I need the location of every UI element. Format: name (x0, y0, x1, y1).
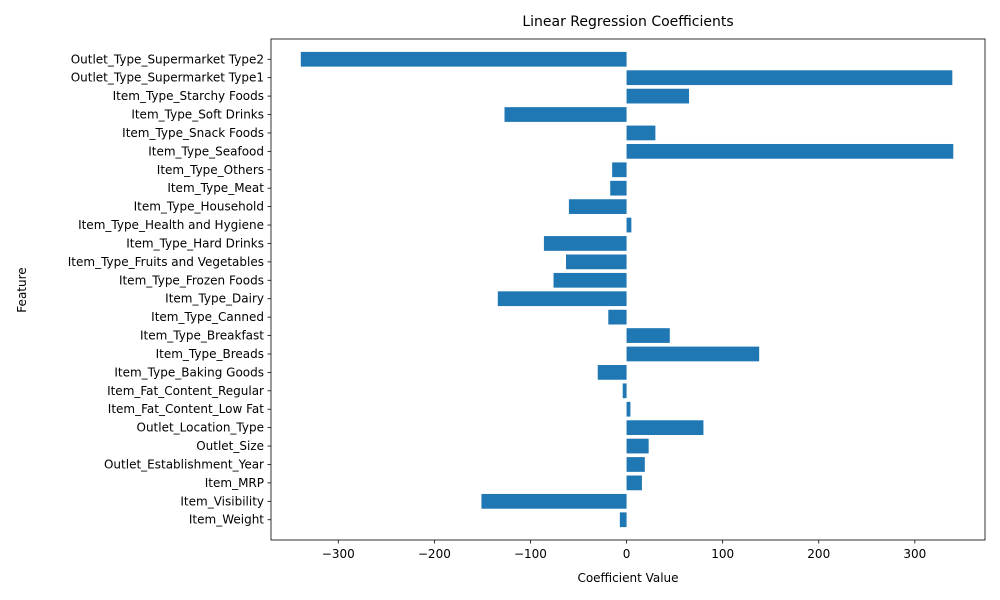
y-tick-label: Item_Type_Breakfast (140, 329, 264, 343)
y-tick-label: Item_Type_Soft Drinks (131, 108, 264, 122)
y-tick-label: Item_Type_Hard Drinks (126, 236, 264, 250)
y-tick-label: Item_Type_Canned (151, 310, 264, 324)
y-tick-label: Item_Type_Others (157, 163, 264, 177)
bar-item-weight (619, 512, 627, 528)
bar-item-type-soft-drinks (504, 107, 627, 122)
y-tick-labels: Item_Weight Item_Visibility Item_MRP Outlet… (68, 52, 271, 527)
x-tick-label: −200 (418, 547, 451, 561)
y-tick-label: Item_Type_Snack Foods (122, 126, 264, 140)
bar-item-type-starchy-foods (626, 88, 690, 104)
bar-item-type-household (568, 199, 627, 214)
y-tick-label: Outlet_Establishment_Year (104, 457, 264, 471)
x-tick-label: 200 (807, 547, 830, 561)
y-tick-label: Outlet_Location_Type (137, 421, 265, 435)
bar-item-type-seafood (626, 143, 954, 159)
y-tick-label: Item_Type_Baking Goods (114, 365, 264, 379)
y-tick-label: Item_Type_Frozen Foods (119, 273, 264, 287)
y-axis-title: Feature (15, 267, 29, 312)
y-tick-label: Item_Weight (189, 513, 264, 527)
y-tick-label: Item_Type_Seafood (148, 144, 264, 158)
bars-group (300, 51, 954, 528)
bar-item-type-frozen-foods (553, 272, 627, 288)
x-ticks: −300 −200 −100 0 100 200 300 (322, 540, 926, 561)
bar-item-mrp (626, 475, 642, 491)
bar-item-type-breakfast (626, 328, 670, 343)
y-tick-label: Item_Type_Health and Hygiene (78, 218, 264, 232)
bar-outlet-size (626, 438, 649, 454)
x-tick-label: 100 (711, 547, 734, 561)
bar-outlet-establishment-year (626, 457, 645, 472)
x-tick-label: −100 (514, 547, 547, 561)
x-tick-label: 300 (903, 547, 926, 561)
bar-item-fat-content-low-fat (626, 401, 631, 417)
y-tick-label: Outlet_Type_Supermarket Type1 (71, 71, 264, 85)
x-tick-label: −300 (322, 547, 355, 561)
bar-item-type-breads (626, 346, 760, 362)
bar-item-fat-content-regular (622, 383, 627, 399)
bar-outlet-type-supermarket-type2 (300, 51, 627, 67)
bar-item-type-health-and-hygiene (626, 217, 632, 233)
y-tick-label: Item_Fat_Content_Low Fat (108, 402, 265, 416)
y-tick-label: Item_Visibility (180, 494, 264, 508)
bar-item-type-baking-goods (597, 365, 627, 380)
bar-item-type-others (612, 162, 627, 178)
y-tick-label: Item_MRP (205, 476, 264, 490)
bar-outlet-location-type (626, 420, 704, 436)
y-tick-label: Outlet_Size (196, 439, 264, 453)
bar-item-type-dairy (497, 291, 627, 307)
y-tick-label: Item_Type_Breads (156, 347, 264, 361)
bar-item-type-hard-drinks (543, 236, 627, 251)
y-tick-label: Item_Fat_Content_Regular (107, 384, 264, 398)
bar-item-type-snack-foods (626, 125, 656, 141)
chart-title: Linear Regression Coefficients (522, 14, 733, 30)
plot-frame (270, 38, 986, 541)
y-tick-label: Item_Type_Dairy (165, 292, 264, 306)
bar-item-type-meat (610, 180, 627, 196)
y-tick-label: Outlet_Type_Supermarket Type2 (71, 52, 264, 66)
y-tick-label: Item_Type_Meat (167, 181, 264, 195)
x-axis-title: Coefficient Value (577, 571, 678, 585)
x-tick-label: 0 (623, 547, 631, 561)
bar-item-visibility (481, 493, 627, 509)
y-tick-label: Item_Type_Fruits and Vegetables (68, 255, 264, 269)
bar-item-type-fruits-and-vegetables (566, 254, 627, 270)
bar-outlet-type-supermarket-type1 (626, 70, 953, 86)
y-tick-label: Item_Type_Household (134, 200, 264, 214)
y-tick-label: Item_Type_Starchy Foods (113, 89, 264, 103)
bar-item-type-canned (608, 309, 627, 325)
